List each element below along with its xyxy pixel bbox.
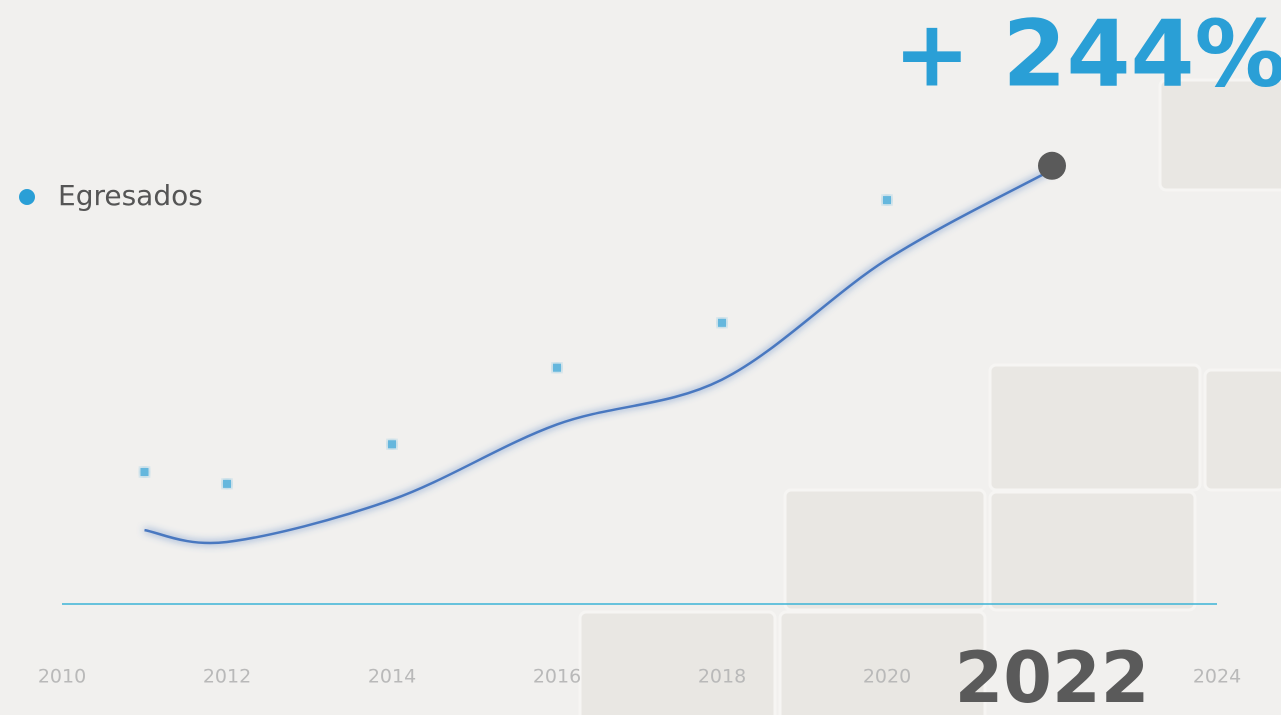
x-tick-label: 2024: [1193, 666, 1241, 688]
point: [718, 319, 726, 327]
x-tick-label: 2018: [698, 666, 746, 688]
x-tick-label: 2014: [368, 666, 416, 688]
point: [388, 440, 396, 448]
point: [883, 196, 891, 204]
x-tick-label: 2020: [863, 666, 911, 688]
x-tick-label: 2016: [533, 666, 581, 688]
annotation: + 244%: [893, 0, 1281, 107]
highlight-point: [1038, 152, 1066, 180]
x-tick-label: 2012: [203, 666, 251, 688]
page: {"chart_data": {"type": "scatter", "anno…: [0, 0, 1281, 715]
chart: + 244% 2010 2012 2014 2016 2018 2020 2022 2024 E…: [0, 0, 1281, 715]
point: [553, 364, 561, 372]
legend-label: Egresados: [58, 179, 203, 212]
x-tick-label: 2010: [38, 666, 86, 688]
legend-marker: [19, 189, 35, 205]
point: [223, 480, 231, 488]
background-blocks: [580, 80, 1281, 715]
point: [141, 468, 149, 476]
highlight-x-label: 2022: [955, 637, 1150, 715]
trend-line: [145, 170, 1053, 543]
